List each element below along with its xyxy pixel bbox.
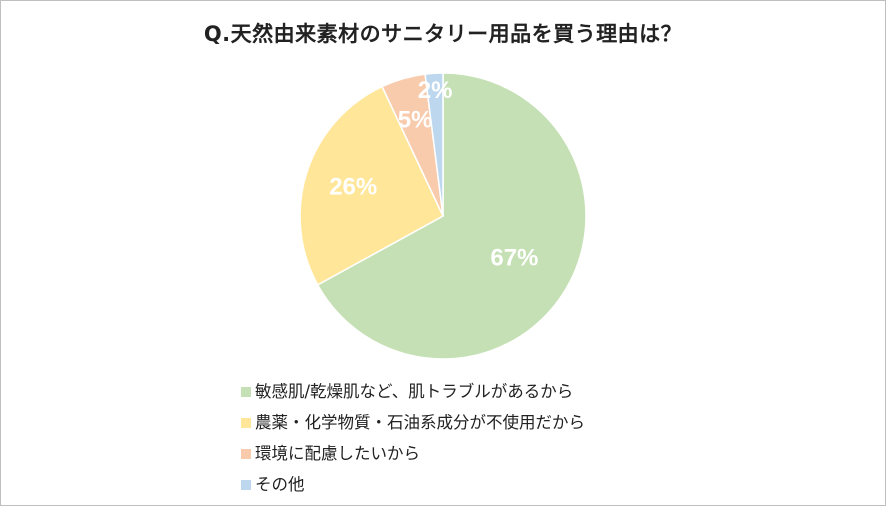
slice-percent-label: 26% xyxy=(329,173,377,200)
slice-percent-label: 2% xyxy=(418,77,453,104)
legend-label: 農薬・化学物質・石油系成分が不使用だから xyxy=(255,413,585,432)
legend-label: 敏感肌/乾燥肌など、肌トラブルがあるから xyxy=(255,382,574,401)
legend-label: その他 xyxy=(255,475,305,494)
pie-slice xyxy=(316,72,587,360)
slice-percent-label: 67% xyxy=(490,245,538,272)
legend-swatch xyxy=(241,387,251,397)
legend-swatch xyxy=(241,449,251,459)
pie-slice xyxy=(299,85,444,286)
legend-swatch xyxy=(241,418,251,428)
chart-title: Q.天然由来素材のサニタリー用品を買う理由は？ xyxy=(203,22,683,46)
slice-percent-label: 5% xyxy=(398,106,433,133)
legend-swatch xyxy=(241,480,251,490)
legend-label: 環境に配慮したいから xyxy=(255,444,420,463)
pie-slice xyxy=(424,72,444,217)
